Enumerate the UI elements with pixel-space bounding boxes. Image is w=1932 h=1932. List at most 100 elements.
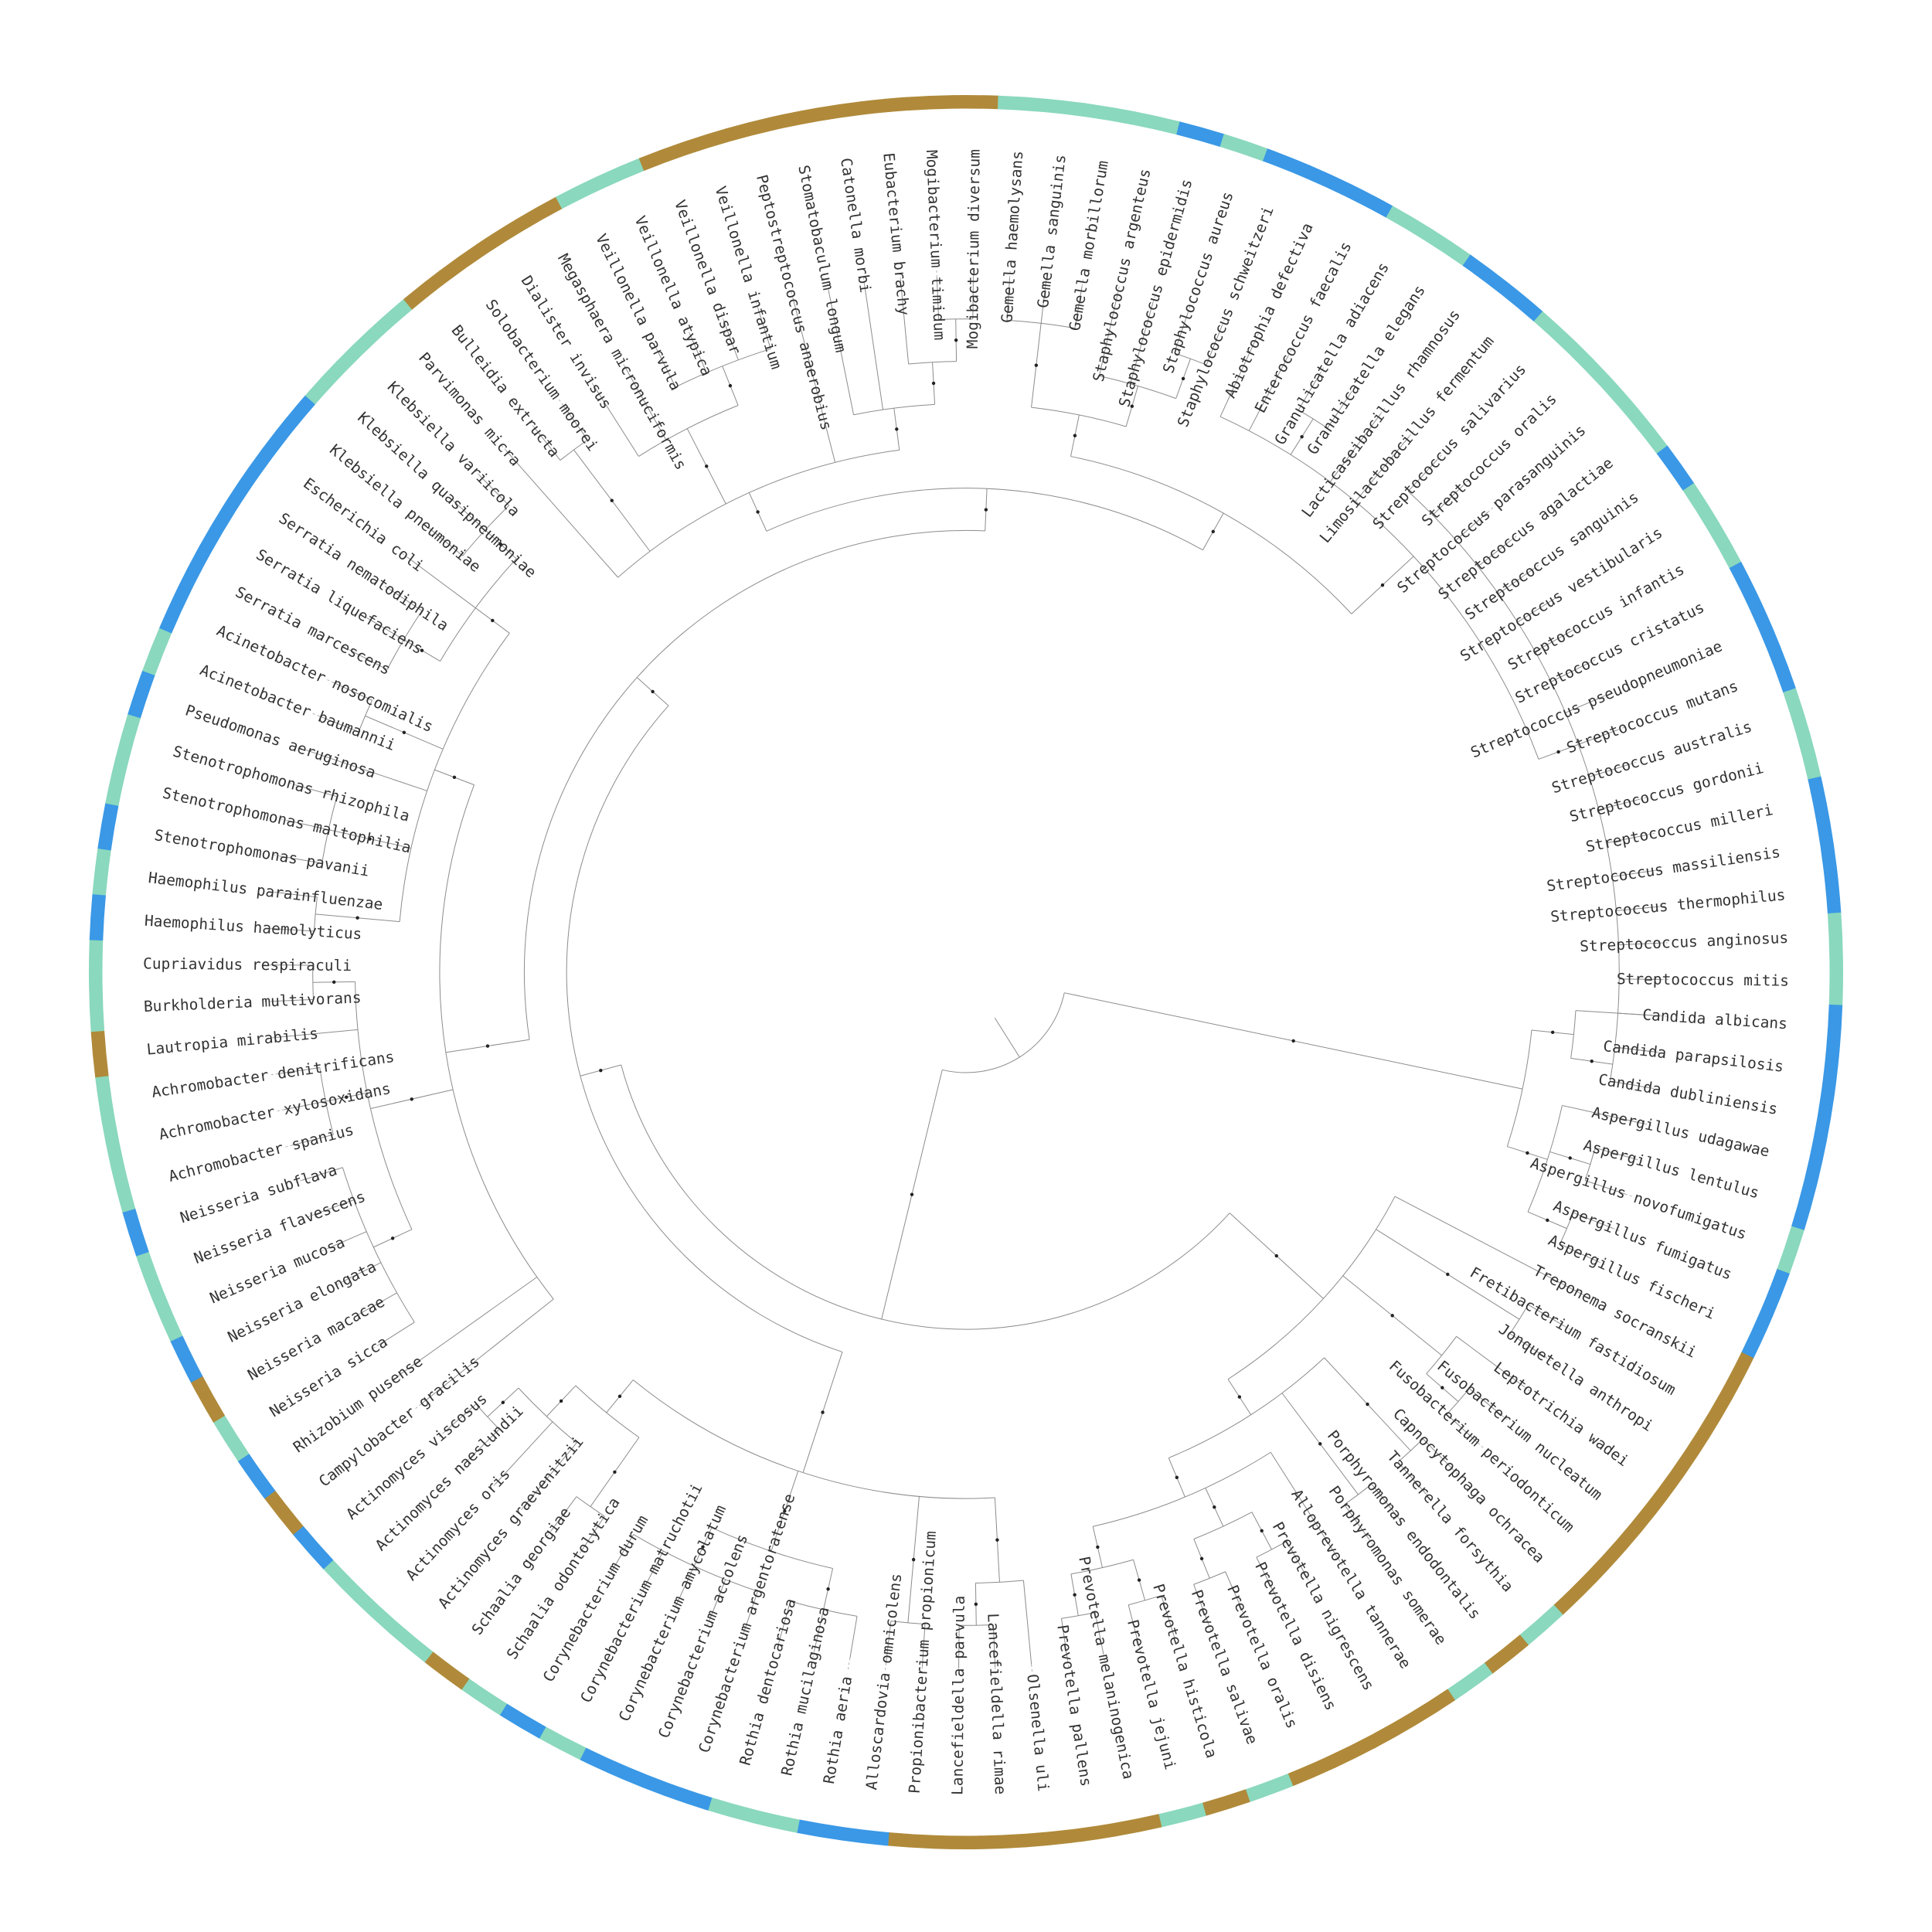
branch <box>1594 1147 1636 1160</box>
ring-segment <box>115 713 141 762</box>
tip-label: Prevotella pallens <box>1053 1624 1095 1787</box>
clade-arc <box>439 784 554 1300</box>
leader-line <box>1241 1610 1246 1618</box>
node-marker <box>1526 1151 1529 1155</box>
branch <box>1528 1304 1565 1327</box>
leader-line <box>1221 318 1226 326</box>
tip-label: Prevotella disiens <box>1251 1560 1340 1714</box>
clade-arc <box>1031 406 1127 427</box>
tip-label: Parvimonas micra <box>415 349 524 470</box>
node-marker <box>491 618 495 623</box>
ring-segment <box>1176 121 1225 148</box>
tip-label: Mogibacterium timidum <box>923 149 948 340</box>
leader-line <box>401 553 408 558</box>
clade-arc <box>942 992 1065 1073</box>
ring-segment <box>1087 104 1136 125</box>
node-marker <box>1446 1272 1450 1277</box>
ring-segment <box>978 1833 1026 1849</box>
ring-segment <box>1304 165 1353 197</box>
leader-line <box>1009 270 1011 278</box>
ring-segment <box>1598 375 1640 419</box>
clade-arc <box>633 1379 995 1499</box>
ring-segment <box>1672 1430 1709 1478</box>
ring-segment <box>1462 254 1509 294</box>
branch <box>1219 339 1257 417</box>
leader-line <box>1274 1594 1280 1603</box>
leader-line <box>284 1145 293 1148</box>
leader-line <box>741 1631 745 1639</box>
ring-segment <box>142 627 172 675</box>
branch <box>1094 1612 1104 1655</box>
ring-segment <box>1816 821 1837 869</box>
ring-segment <box>90 1030 109 1078</box>
ring-segment <box>1749 603 1781 651</box>
branch <box>1589 764 1630 777</box>
ring-segment <box>499 1703 546 1739</box>
clade-arc <box>475 1403 500 1430</box>
node-marker <box>332 980 336 985</box>
ring-segment <box>796 1819 845 1841</box>
branch <box>274 892 318 898</box>
node-marker <box>402 730 406 735</box>
ring-segment <box>1245 1773 1294 1803</box>
node-marker <box>954 338 958 342</box>
branch <box>444 1403 477 1433</box>
branch <box>367 617 404 641</box>
ring-segment <box>292 1526 334 1570</box>
node-marker <box>1034 363 1039 367</box>
branch <box>723 320 739 360</box>
branch <box>709 1579 726 1619</box>
leader-line <box>1409 430 1415 437</box>
branch <box>273 1029 359 1039</box>
clade-arc <box>1256 1540 1287 1558</box>
leader-line <box>812 1651 815 1659</box>
leader-line <box>342 645 350 651</box>
ring-segment <box>539 1726 587 1760</box>
branch <box>349 649 388 670</box>
tip-label: Mogibacterium diversum <box>964 149 984 349</box>
branch <box>1060 1618 1068 1661</box>
tip-label: Neisseria elongata <box>225 1257 379 1346</box>
clade-arc <box>313 896 318 931</box>
leader-line <box>1350 386 1356 393</box>
branch <box>624 366 667 440</box>
branch <box>1617 1012 1661 1017</box>
ring-segment <box>159 585 191 634</box>
branch <box>319 716 359 733</box>
ring-segment <box>555 176 604 209</box>
ring-segment <box>213 1415 250 1462</box>
node-marker <box>931 381 936 386</box>
branch <box>1270 1451 1339 1560</box>
leader-line <box>1654 869 1662 872</box>
ring-segment <box>1263 148 1311 179</box>
leader-line <box>1487 506 1494 513</box>
ring-segment <box>1656 445 1695 492</box>
leader-line <box>352 1313 361 1318</box>
clade-arc <box>440 558 517 662</box>
leader-line <box>1462 479 1469 486</box>
branch <box>1423 1438 1454 1470</box>
branch <box>550 1496 577 1531</box>
branch <box>849 1616 858 1658</box>
leader-line <box>438 1431 445 1438</box>
branch <box>814 1609 825 1651</box>
clade-arc <box>1219 416 1539 760</box>
leader-line <box>447 495 454 502</box>
node-marker <box>1556 750 1560 754</box>
branch <box>1397 1461 1427 1495</box>
tip-label: Dialister invisus <box>518 273 615 413</box>
branch <box>270 998 314 1002</box>
leader-line <box>392 1374 400 1380</box>
ring-segment <box>842 1827 889 1846</box>
leader-line <box>1066 1660 1070 1668</box>
branch <box>1327 393 1352 429</box>
branch <box>1446 1413 1478 1444</box>
leader-line <box>1553 594 1560 600</box>
tip-label: Alloscardovia omnicolens <box>862 1573 905 1791</box>
tip-label: Candida albicans <box>1642 1006 1788 1033</box>
leader-line <box>463 1458 470 1465</box>
branch <box>886 1621 892 1664</box>
clade-arc <box>621 1064 1230 1330</box>
branch <box>1560 1243 1599 1263</box>
